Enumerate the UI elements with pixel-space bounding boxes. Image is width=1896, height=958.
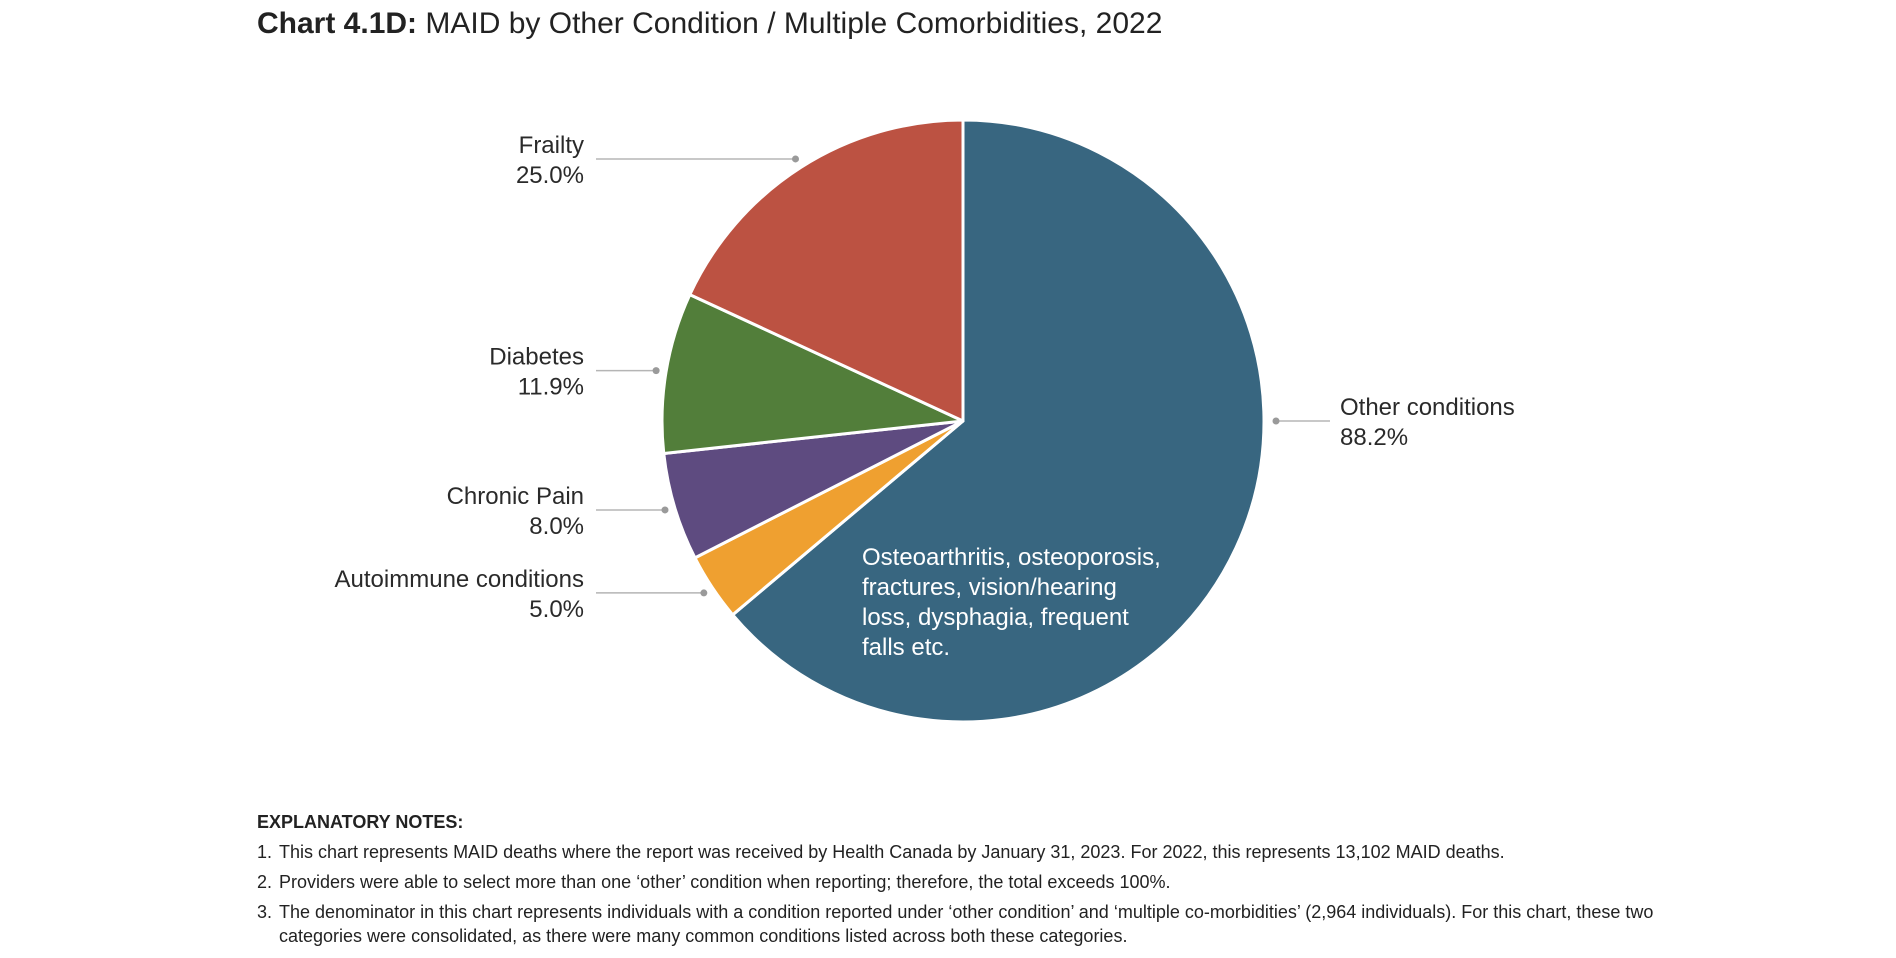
leader-dot xyxy=(652,367,660,375)
note-number: 1. xyxy=(257,842,273,862)
note-item: 1. This chart represents MAID deaths whe… xyxy=(257,840,1697,864)
pie-slices xyxy=(660,118,1266,724)
annotation-line: fractures, vision/hearing xyxy=(862,574,1117,601)
slice-value-label: 88.2% xyxy=(1340,424,1408,451)
pie-chart: Other conditions 88.2% Autoimmune conditio… xyxy=(335,118,1515,724)
chart-title-text: MAID by Other Condition / Multiple Comor… xyxy=(425,7,1163,40)
other-conditions-annotation: Osteoarthritis, osteoporosis, fractures, … xyxy=(862,544,1161,661)
notes-heading: EXPLANATORY NOTES: xyxy=(257,812,464,832)
note-item: 3. The denominator in this chart represe… xyxy=(257,900,1697,948)
pie-slice-frailty xyxy=(688,118,965,423)
slice-value-label: 5.0% xyxy=(529,596,584,623)
chart-title: Chart 4.1D: MAID by Other Condition / Mu… xyxy=(257,4,1162,44)
slice-label: Other conditions xyxy=(1340,394,1515,421)
slice-label: Chronic Pain xyxy=(447,483,584,510)
slice-value-label: 11.9% xyxy=(518,374,584,401)
annotation-line: falls etc. xyxy=(862,634,950,661)
annotation-line: Osteoarthritis, osteoporosis, xyxy=(862,544,1161,571)
pie-slice-diabetes xyxy=(660,293,965,455)
slice-value-label: 8.0% xyxy=(529,513,584,540)
leader-dot xyxy=(700,589,708,597)
note-text: The denominator in this chart represents… xyxy=(279,902,1654,946)
slice-labels: Other conditions 88.2% Autoimmune conditio… xyxy=(335,132,1515,623)
leader-dot xyxy=(1272,417,1280,425)
leader-dot xyxy=(661,506,669,514)
chart-title-prefix: Chart 4.1D: xyxy=(257,7,418,40)
annotation-line: loss, dysphagia, frequent xyxy=(862,604,1129,631)
slice-label: Autoimmune conditions xyxy=(335,566,584,593)
slice-label: Frailty xyxy=(519,132,584,159)
note-text: This chart represents MAID deaths where … xyxy=(279,842,1505,862)
leader-lines xyxy=(596,155,1330,597)
slice-value-label: 25.0% xyxy=(516,162,584,189)
note-item: 2. Providers were able to select more th… xyxy=(257,870,1697,894)
note-text: Providers were able to select more than … xyxy=(279,872,1171,892)
note-number: 2. xyxy=(257,872,273,892)
leader-dot xyxy=(792,155,800,163)
note-number: 3. xyxy=(257,902,273,922)
slice-label: Diabetes xyxy=(489,344,584,371)
pie-slice-other-conditions xyxy=(731,118,1266,724)
explanatory-notes: EXPLANATORY NOTES: 1. This chart represe… xyxy=(257,810,1697,954)
